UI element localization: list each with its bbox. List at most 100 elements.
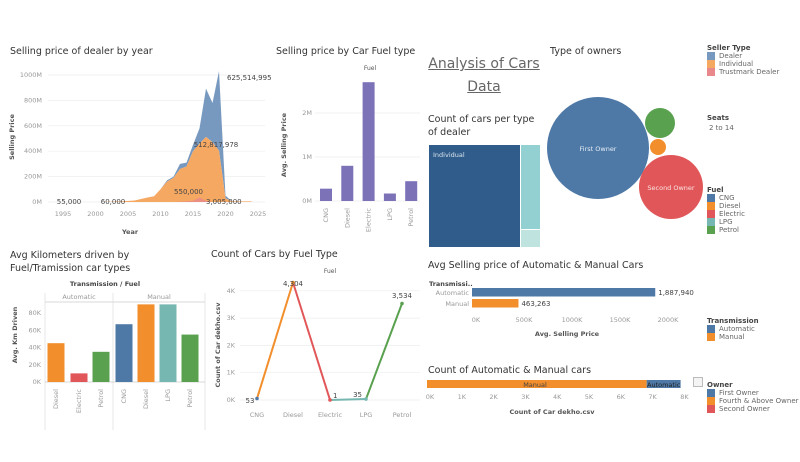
bar-manual-diesel[interactable] bbox=[137, 304, 155, 382]
legend-owner: Owner First Owner Fourth & Above Owner S… bbox=[707, 381, 799, 421]
x-tick-label: 2000K bbox=[658, 316, 680, 324]
chart-title-trans-count: Count of Automatic & Manual cars bbox=[428, 365, 592, 376]
x-tick-label: Electric bbox=[75, 389, 83, 414]
bar-petrol[interactable] bbox=[405, 181, 418, 201]
data-label: 550,000 bbox=[174, 188, 203, 196]
data-label: 1,887,940 bbox=[658, 289, 694, 297]
y-tick-label: 200M bbox=[24, 173, 42, 181]
point-diesel[interactable] bbox=[291, 280, 295, 285]
x-tick-label: 2010 bbox=[152, 210, 169, 218]
bar-automatic-petrol[interactable] bbox=[92, 351, 110, 382]
bar-diesel[interactable] bbox=[341, 165, 354, 201]
checkbox[interactable] bbox=[693, 377, 703, 387]
data-label: 512,817,978 bbox=[194, 141, 239, 149]
legend-transmission: Transmission Automatic Manual bbox=[707, 317, 759, 341]
data-label: 3,534 bbox=[392, 292, 413, 300]
treemap-dealer[interactable] bbox=[521, 145, 540, 229]
area-dealer[interactable] bbox=[160, 71, 233, 202]
legend-item-first-owner[interactable]: First Owner bbox=[707, 389, 799, 397]
line-segment bbox=[365, 303, 403, 400]
bubble-third-owner[interactable] bbox=[645, 108, 675, 138]
x-tick-label: 2020 bbox=[217, 210, 234, 218]
x-tick-label: 2000 bbox=[87, 210, 104, 218]
point-electric[interactable] bbox=[328, 398, 332, 402]
x-tick-label: 4K bbox=[553, 393, 562, 401]
bar-manual-cng[interactable] bbox=[115, 324, 133, 382]
bar-manual-petrol[interactable] bbox=[181, 334, 199, 382]
x-tick-label: Electric bbox=[318, 411, 343, 419]
filter-seats[interactable]: Seats 2 to 14 bbox=[707, 114, 734, 132]
x-tick-label: Petrol bbox=[97, 389, 105, 408]
legend-item-second-owner[interactable]: Second Owner bbox=[707, 405, 799, 413]
point-petrol[interactable] bbox=[400, 301, 404, 306]
legend-item-automatic[interactable]: Automatic bbox=[707, 325, 759, 333]
legend-item-cng[interactable]: CNG bbox=[707, 194, 745, 202]
bubble-first-owner[interactable] bbox=[547, 97, 649, 199]
y-axis-title: Avg. Selling Price bbox=[280, 112, 288, 177]
area-individual[interactable] bbox=[56, 136, 252, 202]
y-tick-label: 40K bbox=[28, 344, 41, 352]
legend-item-manual[interactable]: Manual bbox=[707, 333, 759, 341]
bar-cng[interactable] bbox=[320, 188, 332, 201]
bar-automatic-diesel[interactable] bbox=[47, 343, 65, 382]
y-axis-title: Avg. Km Driven bbox=[11, 306, 19, 363]
group-header-manual: Manual bbox=[147, 293, 171, 301]
y-tick-label: 1M bbox=[302, 153, 312, 161]
bar-manual-lpg[interactable] bbox=[159, 304, 177, 382]
y-tick-label: 800M bbox=[24, 96, 42, 104]
data-label: 60,000 bbox=[101, 198, 126, 206]
legend-item-diesel[interactable]: Diesel bbox=[707, 202, 745, 210]
x-tick-label: LPG bbox=[360, 411, 373, 419]
chart-title-fuel-count: Count of Cars by Fuel Type bbox=[211, 249, 338, 260]
legend-item-electric[interactable]: Electric bbox=[707, 210, 745, 218]
x-tick-label: LPG bbox=[164, 389, 172, 402]
bar-electric[interactable] bbox=[362, 82, 375, 201]
chart-title-owners: Type of owners bbox=[550, 46, 622, 57]
x-tick-label: 2005 bbox=[120, 210, 137, 218]
legend-item-dealer[interactable]: Dealer bbox=[707, 52, 779, 60]
legend-item-petrol[interactable]: Petrol bbox=[707, 226, 745, 234]
bar-automatic[interactable] bbox=[472, 288, 656, 297]
data-label: 4,304 bbox=[283, 280, 304, 288]
legend-title: Seller Type bbox=[707, 44, 751, 52]
x-tick-label: 8K bbox=[680, 393, 689, 401]
legend-seller-type: Seller Type Dealer Individual Trustmark … bbox=[707, 44, 779, 76]
legend-title: Transmission bbox=[707, 317, 759, 325]
y-tick-label: 400M bbox=[24, 147, 42, 155]
area-trustmark[interactable] bbox=[173, 197, 213, 202]
bar-manual[interactable] bbox=[427, 380, 647, 388]
legend-item-lpg[interactable]: LPG bbox=[707, 218, 745, 226]
dashboard-title: Analysis of Cars Data bbox=[428, 56, 540, 95]
row-header: Transmissi.. bbox=[429, 280, 473, 288]
row-label: Automatic bbox=[436, 289, 470, 297]
y-tick-label: 4K bbox=[227, 287, 236, 295]
legend-item-fourth-owner[interactable]: Fourth & Above Owner bbox=[707, 397, 799, 405]
x-tick-label: 1000K bbox=[562, 316, 584, 324]
legend-item-individual[interactable]: Individual bbox=[707, 60, 779, 68]
treemap-individual[interactable] bbox=[429, 145, 520, 247]
bar-automatic[interactable] bbox=[646, 380, 681, 388]
bubble-second-owner[interactable] bbox=[639, 155, 703, 219]
legend-item-trustmark[interactable]: Trustmark Dealer bbox=[707, 68, 779, 76]
y-tick-label: 1K bbox=[227, 369, 236, 377]
data-label: 35 bbox=[353, 391, 362, 399]
x-tick-label: 1K bbox=[458, 393, 467, 401]
point-cng[interactable] bbox=[255, 396, 259, 401]
x-tick-label: 3K bbox=[521, 393, 530, 401]
bar-lpg[interactable] bbox=[383, 193, 396, 201]
bar-automatic-electric[interactable] bbox=[70, 373, 88, 382]
point-lpg[interactable] bbox=[364, 397, 368, 401]
x-tick-label: LPG bbox=[386, 208, 394, 221]
bubble-fourth-owner[interactable] bbox=[650, 139, 666, 155]
column-header: Transmission / Fuel bbox=[70, 280, 140, 288]
bar-manual[interactable] bbox=[472, 299, 519, 308]
legend-fuel: Fuel CNG Diesel Electric LPG Petrol bbox=[707, 186, 745, 234]
y-tick-label: 600M bbox=[24, 122, 42, 130]
data-label: 55,000 bbox=[57, 198, 82, 206]
treemap-trustmark[interactable] bbox=[521, 230, 540, 247]
x-axis-title: Count of Car dekho.csv bbox=[510, 408, 596, 416]
x-tick-label: CNG bbox=[322, 208, 330, 222]
y-tick-label: 60K bbox=[28, 326, 41, 334]
filter-value[interactable]: 2 to 14 bbox=[709, 124, 734, 132]
